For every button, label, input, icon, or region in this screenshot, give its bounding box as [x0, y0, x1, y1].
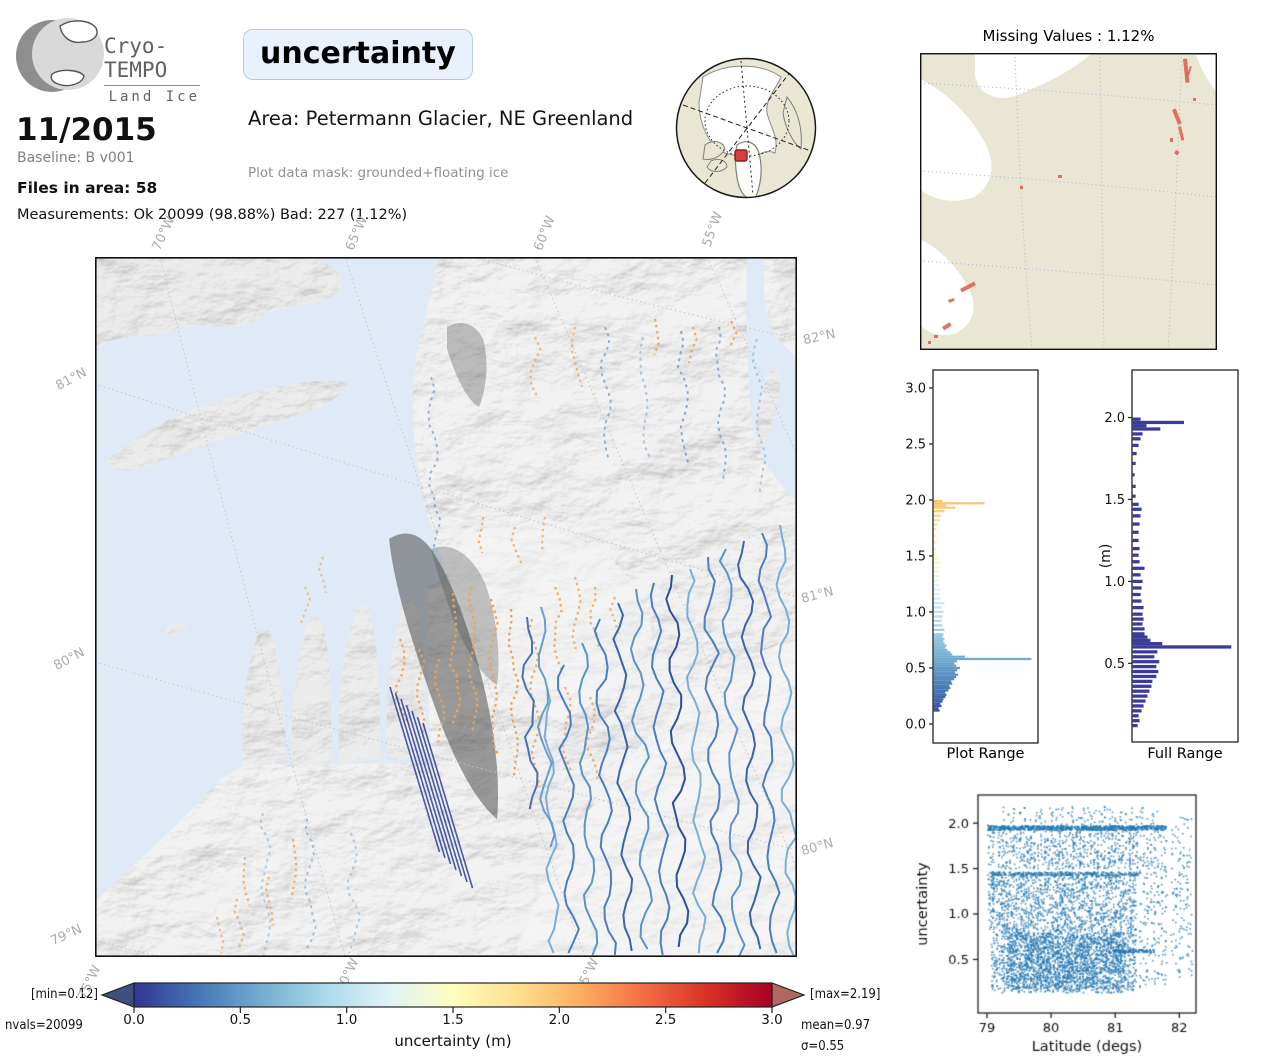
- svg-text:1.0: 1.0: [905, 605, 926, 620]
- measurements-label: Measurements: Ok 20099 (98.88%) Bad: 227…: [17, 207, 408, 223]
- colorbar-tick: 1.5: [442, 1012, 464, 1028]
- colorbar-min-arrow: [100, 982, 135, 1008]
- globe-canada-islands-2: [706, 158, 728, 172]
- colorbar-axis-label: uncertainty (m): [394, 1032, 512, 1050]
- plot-range-title: Plot Range: [946, 746, 1025, 762]
- baseline-label: Baseline: B v001: [17, 150, 135, 166]
- colorbar-tick: 2.5: [654, 1012, 677, 1028]
- nvals-label: nvals=20099: [5, 1018, 83, 1033]
- lon-label-top: 60°W: [531, 214, 559, 253]
- map-graticule: [95, 257, 797, 957]
- brand-block: Cryo-TEMPO Land Ice: [104, 34, 200, 105]
- svg-text:2.0: 2.0: [905, 493, 926, 508]
- colorbar-tick: 3.0: [761, 1012, 783, 1028]
- colorbar-tick-labels: 0.0 0.5 1.0 1.5 2.0 2.5 3.0: [98, 1012, 810, 1030]
- svg-text:2.5: 2.5: [905, 437, 926, 452]
- colorbar-min-label: [min=0.12]: [30, 987, 98, 1002]
- svg-text:2.0: 2.0: [1104, 411, 1125, 426]
- petermann-glacier-canyon: [389, 533, 499, 819]
- uncertainty-colorbar: [100, 982, 806, 1013]
- lat-label-left: 81°N: [53, 365, 90, 394]
- svg-text:1.5: 1.5: [1104, 493, 1125, 508]
- uncertainty-vs-latitude-scatter: [905, 782, 1205, 1056]
- svg-text:0.5: 0.5: [905, 661, 926, 676]
- promontory-shadow: [447, 323, 487, 407]
- blue-ground-tracks: [258, 326, 797, 957]
- logo-greenland-shape: [59, 20, 98, 44]
- svg-text:1.5: 1.5: [905, 549, 926, 564]
- colorbar-tick: 1.0: [335, 1012, 358, 1028]
- colorbar-tick-marks: [133, 1007, 773, 1013]
- mv-missing-track-marks: [928, 58, 1196, 344]
- area-location-marker: [734, 149, 748, 162]
- colorbar-tick: 0.0: [123, 1012, 145, 1028]
- globe-siberia-coast: [782, 95, 802, 150]
- colorbar-tick: 2.0: [548, 1012, 571, 1028]
- lat-label-right: 80°N: [799, 835, 836, 860]
- colorbar-gradient: [133, 982, 773, 1008]
- glacier-west-arm: [441, 530, 653, 721]
- missing-values-map: [920, 53, 1217, 350]
- variable-chip: uncertainty: [243, 29, 473, 80]
- colorbar-max-arrow: [771, 982, 806, 1008]
- uncertainty-track-map: [95, 257, 797, 957]
- area-label: Area: Petermann Glacier, NE Greenland: [248, 107, 634, 130]
- mean-label: mean=0.97: [801, 1018, 871, 1033]
- date-label: 11/2015: [16, 112, 157, 148]
- plot-range-histogram: 0.0 0.5 1.0 1.5 2.0 2.5 3.0: [905, 369, 1039, 744]
- mv-frame: [920, 53, 1217, 350]
- full-range-title: Full Range: [1147, 746, 1223, 762]
- orange-ground-tracks: [215, 318, 738, 954]
- svg-text:0.0: 0.0: [905, 717, 926, 732]
- lat-label-left: 80°N: [51, 645, 88, 674]
- missing-values-title: Missing Values : 1.12%: [982, 27, 1155, 45]
- globe-canada-islands: [702, 141, 726, 160]
- svg-text:(m): (m): [1098, 544, 1114, 569]
- svg-text:0.5: 0.5: [1104, 657, 1125, 672]
- lat-label-right: 81°N: [799, 584, 836, 607]
- colorbar-max-label: [max=2.19]: [810, 987, 881, 1002]
- brand-subtitle: Land Ice: [108, 89, 200, 105]
- full-range-histogram: 0.5 1.0 1.5 2.0 (m): [1098, 369, 1239, 743]
- globe-outline: [675, 57, 817, 199]
- globe-inset-map: [675, 57, 817, 199]
- files-in-area-label: Files in area: 58: [17, 179, 158, 197]
- logo-antarctica-shape: [50, 69, 85, 87]
- lon-label-top: 55°W: [699, 210, 727, 249]
- map-frame: [95, 257, 797, 957]
- lat-label-left: 79°N: [48, 921, 85, 950]
- svg-text:1.0: 1.0: [1104, 575, 1125, 590]
- brand-name: Cryo-TEMPO: [104, 34, 200, 86]
- sigma-label: σ=0.55: [801, 1039, 845, 1054]
- plot-data-mask-label: Plot data mask: grounded+floating ice: [248, 165, 509, 181]
- colorbar-tick: 0.5: [229, 1012, 252, 1028]
- lat-label-right: 82°N: [801, 326, 837, 349]
- globe-meridian-2: [682, 104, 812, 152]
- cryo-tempo-logo: [16, 18, 104, 92]
- mv-ocean-patches: [920, 53, 1217, 336]
- svg-text:3.0: 3.0: [905, 381, 926, 396]
